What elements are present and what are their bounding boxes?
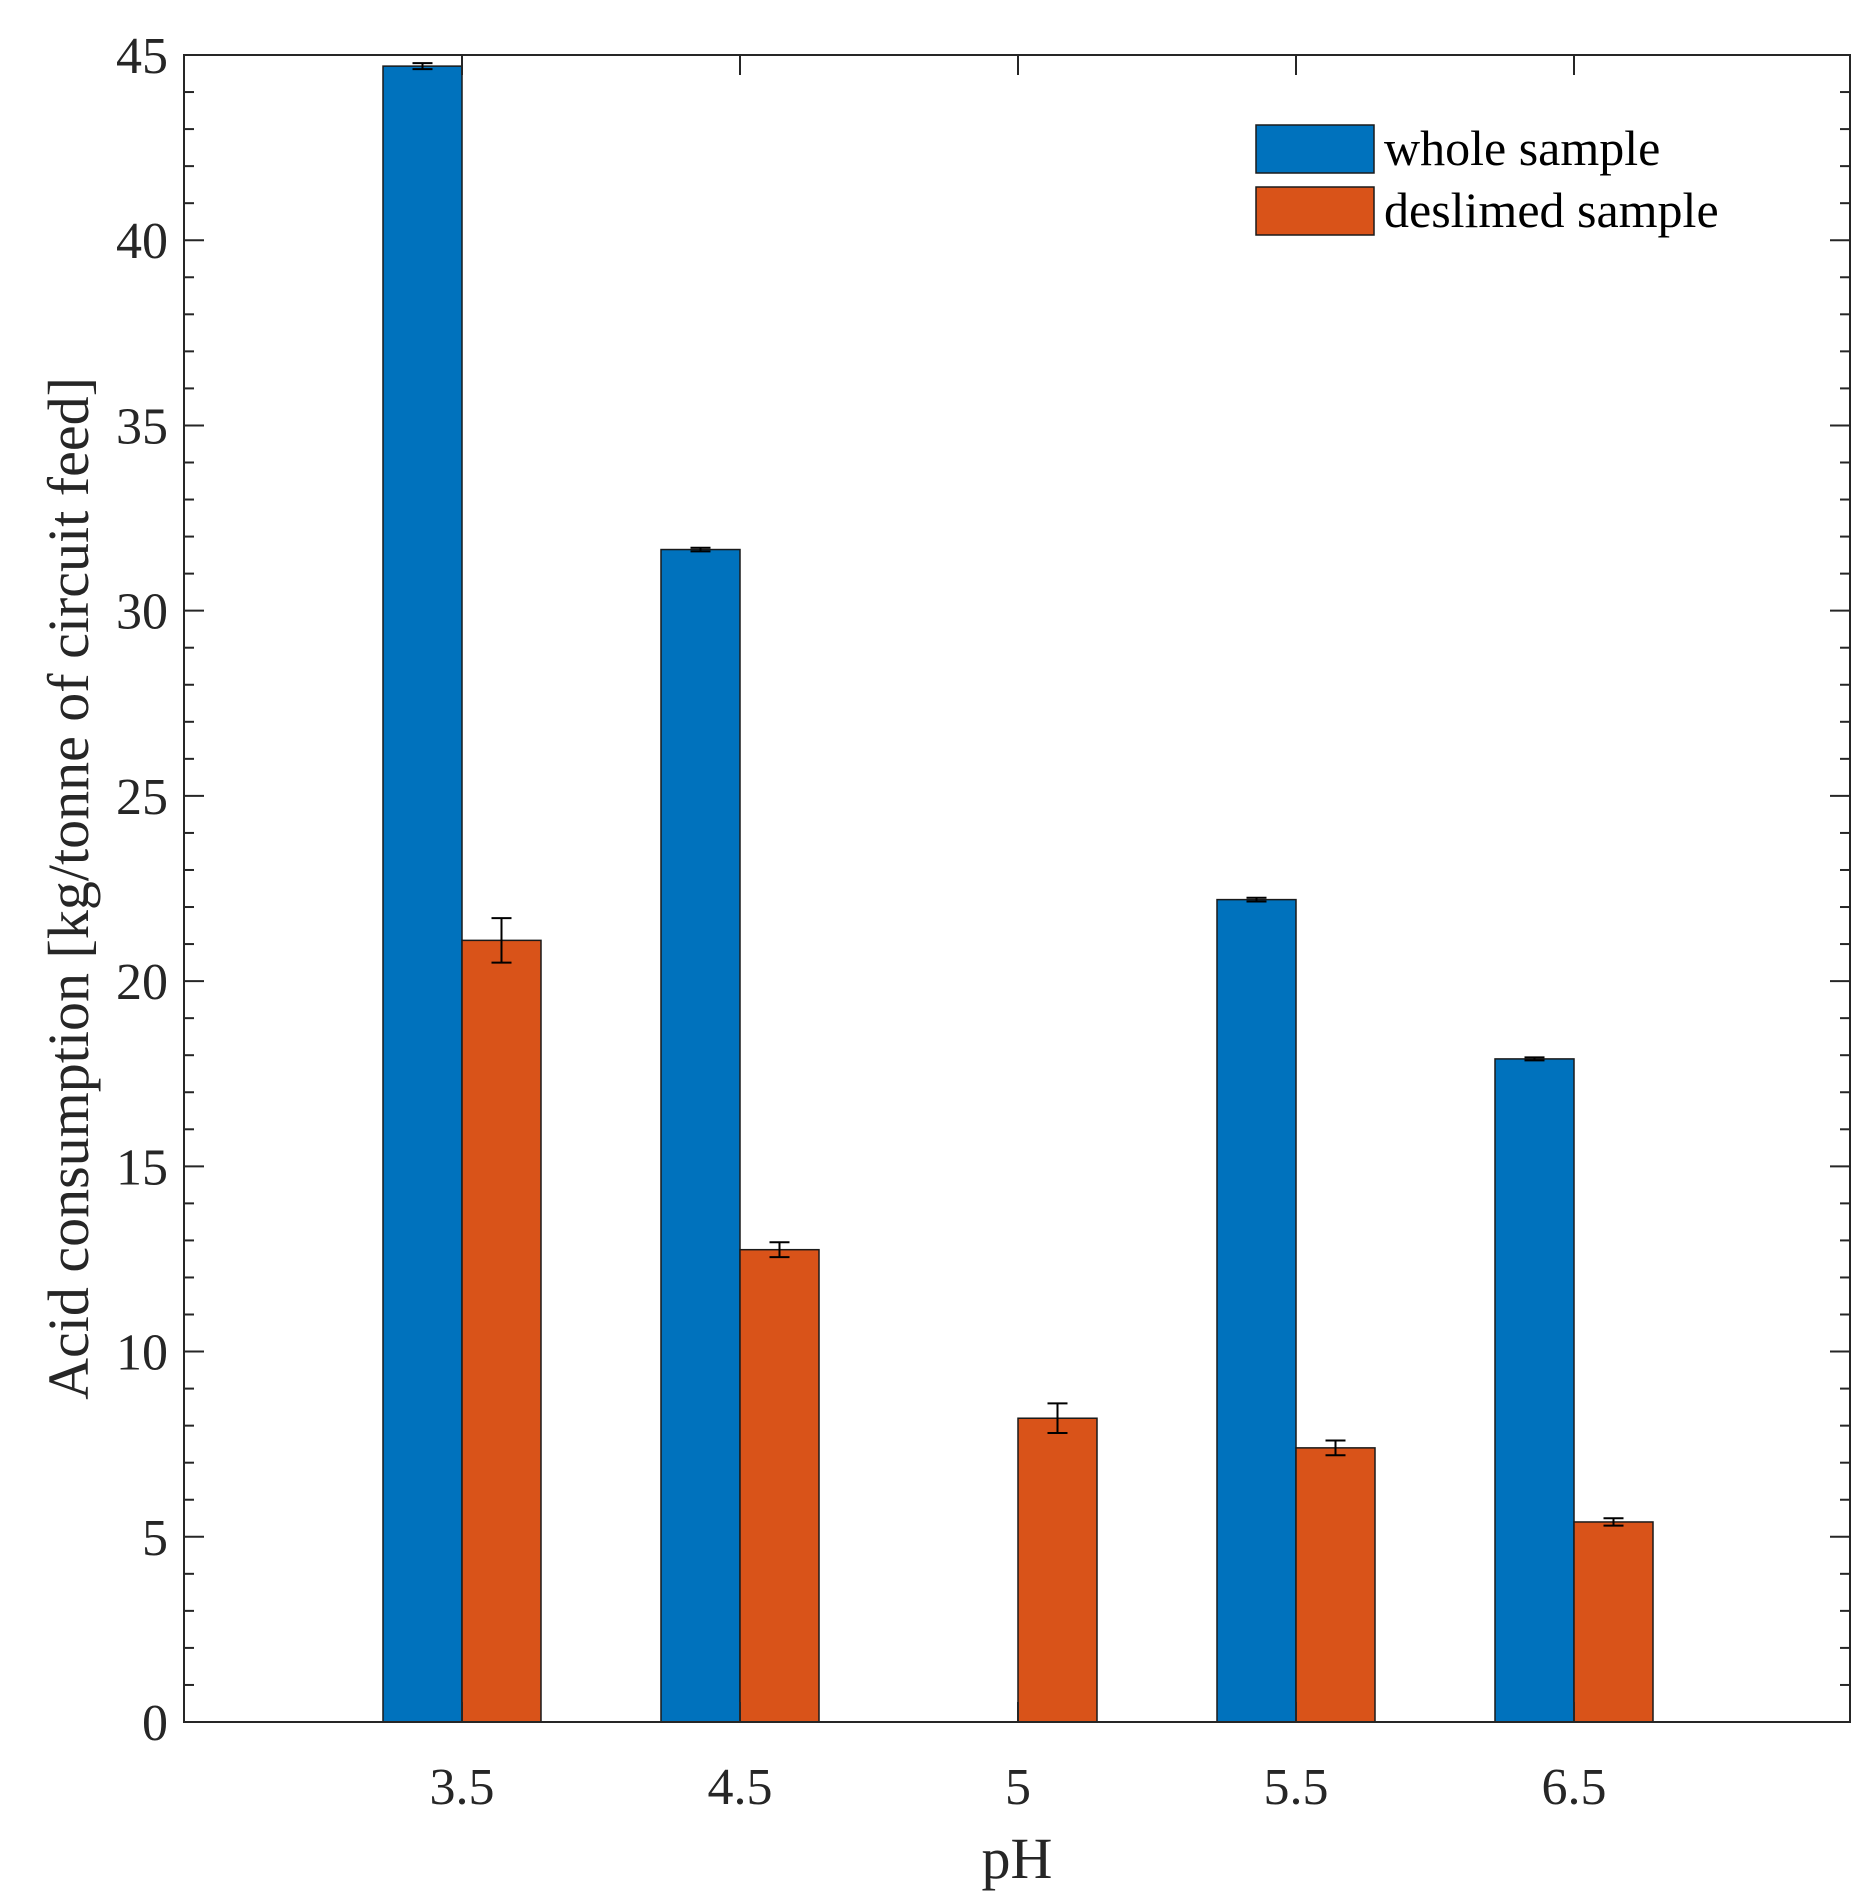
bar-whole-sample-5.5 [1216,898,1297,1723]
y-tick-label: 15 [116,1139,168,1196]
y-tick-label: 20 [116,954,168,1011]
x-tick-label: 6.5 [1542,1759,1607,1816]
legend: whole sample deslimed sample [1255,120,1719,238]
y-tick-label: 0 [142,1695,168,1752]
y-tick-label: 25 [116,769,168,826]
legend-swatch-deslimed-sample [1255,186,1375,236]
x-axis-title: pH [982,1826,1053,1891]
legend-label-deslimed-sample: deslimed sample [1384,182,1719,238]
x-tick-label: 3.5 [430,1759,495,1816]
x-tick-label: 5.5 [1264,1759,1329,1816]
bar-whole-sample-3.5 [382,65,463,1723]
bar-deslimed-sample-4.5 [739,1248,820,1723]
errorbar-whole-sample-5.5 [1246,896,1267,903]
errorbar-deslimed-sample-4.5 [769,1241,790,1259]
x-tick-label: 4.5 [708,1759,773,1816]
bars-layer [382,65,1654,1723]
legend-label-whole-sample: whole sample [1384,120,1660,176]
errorbar-deslimed-sample-5.5 [1325,1439,1346,1457]
y-tick-label: 10 [116,1325,168,1382]
errorbar-deslimed-sample-5 [1047,1402,1068,1435]
bar-deslimed-sample-5.5 [1295,1447,1376,1723]
bar-deslimed-sample-5 [1017,1417,1098,1723]
x-tick-label: 5 [1005,1759,1031,1816]
legend-swatch-whole-sample [1255,124,1375,174]
errorbar-deslimed-sample-6.5 [1603,1517,1624,1527]
y-tick-label: 40 [116,213,168,270]
errorbar-whole-sample-3.5 [412,62,433,71]
y-tick-label: 35 [116,398,168,455]
errorbars-layer [412,62,1624,1527]
bar-whole-sample-4.5 [660,548,741,1723]
y-tick-label: 45 [116,28,168,85]
y-tick-label: 30 [116,584,168,641]
ticks-layer: 0 5 10 15 20 25 30 35 40 45 3.5 4.5 5 5.5 6.5 [116,28,1850,1816]
bar-deslimed-sample-6.5 [1573,1521,1654,1723]
y-axis-title: Acid consumption [kg/tonne of circuit fe… [36,377,101,1400]
errorbar-whole-sample-6.5 [1524,1056,1545,1062]
errorbar-deslimed-sample-3.5 [491,917,512,964]
bar-whole-sample-6.5 [1494,1058,1575,1723]
errorbar-whole-sample-4.5 [690,546,711,553]
y-tick-label: 5 [142,1510,168,1567]
bar-deslimed-sample-3.5 [461,939,542,1723]
